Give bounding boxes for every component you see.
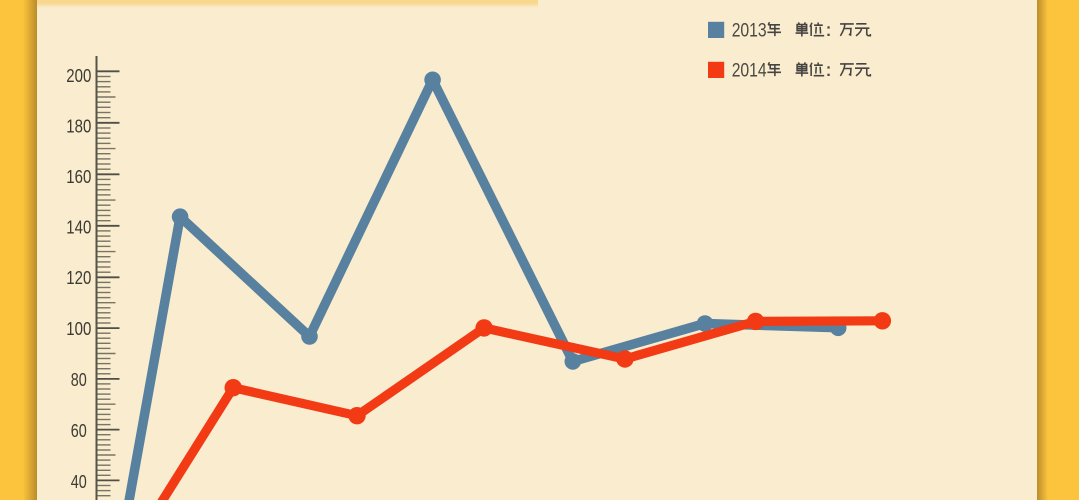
svg-text:180: 180 bbox=[66, 115, 91, 136]
svg-text:2013: 2013 bbox=[732, 21, 767, 42]
svg-text:200: 200 bbox=[66, 65, 91, 86]
svg-text:100: 100 bbox=[66, 318, 91, 339]
svg-text:40: 40 bbox=[71, 471, 87, 492]
svg-text:60: 60 bbox=[71, 420, 87, 441]
svg-text:160: 160 bbox=[66, 166, 91, 187]
svg-text:120: 120 bbox=[66, 267, 91, 288]
svg-text:2014: 2014 bbox=[732, 61, 767, 82]
svg-text:80: 80 bbox=[71, 369, 87, 390]
svg-text:140: 140 bbox=[66, 216, 91, 237]
